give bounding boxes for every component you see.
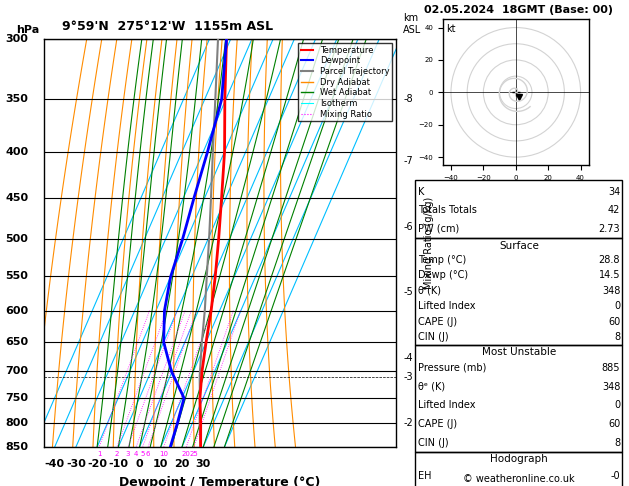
Text: -2: -2: [403, 418, 413, 428]
Text: 8: 8: [614, 438, 620, 448]
Bar: [416, 238, 623, 345]
Text: 450: 450: [5, 193, 28, 203]
Text: 34: 34: [608, 187, 620, 196]
Text: -30: -30: [66, 459, 86, 469]
Text: 0: 0: [614, 400, 620, 410]
Bar: [416, 345, 623, 452]
Bar: [416, 180, 623, 238]
Text: 2.73: 2.73: [599, 224, 620, 234]
Text: Pressure (mb): Pressure (mb): [418, 363, 486, 373]
Text: -4: -4: [403, 353, 413, 364]
Text: 0: 0: [614, 301, 620, 311]
Text: -6: -6: [403, 222, 413, 232]
Text: 10: 10: [159, 451, 168, 457]
Text: 800: 800: [5, 418, 28, 428]
Text: 5: 5: [140, 451, 145, 457]
Text: Lifted Index: Lifted Index: [418, 301, 475, 311]
Text: Totals Totals: Totals Totals: [418, 205, 477, 215]
Text: Mixing Ratio (g/kg): Mixing Ratio (g/kg): [425, 197, 435, 289]
Text: EH: EH: [418, 471, 431, 481]
Text: 9°59'N  275°12'W  1155m ASL: 9°59'N 275°12'W 1155m ASL: [62, 20, 273, 33]
Text: -8: -8: [403, 94, 413, 104]
Text: 650: 650: [5, 337, 28, 347]
Text: © weatheronline.co.uk: © weatheronline.co.uk: [463, 473, 575, 484]
Text: 2: 2: [114, 451, 119, 457]
Text: 400: 400: [5, 147, 28, 156]
Text: -10: -10: [108, 459, 128, 469]
Text: 20: 20: [182, 451, 191, 457]
Text: θᵉ (K): θᵉ (K): [418, 382, 445, 392]
Text: kt: kt: [446, 24, 455, 34]
Text: 500: 500: [5, 234, 28, 244]
Text: 0: 0: [136, 459, 143, 469]
Text: Temp (°C): Temp (°C): [418, 255, 466, 264]
Text: Lifted Index: Lifted Index: [418, 400, 475, 410]
Text: 28.8: 28.8: [599, 255, 620, 264]
Bar: [416, 452, 623, 486]
Text: 885: 885: [602, 363, 620, 373]
Text: -40: -40: [45, 459, 65, 469]
Text: 4: 4: [134, 451, 138, 457]
Text: 600: 600: [5, 306, 28, 315]
Text: Hodograph: Hodograph: [490, 454, 548, 465]
Text: 550: 550: [5, 272, 28, 281]
Text: 700: 700: [5, 366, 28, 376]
Text: 300: 300: [5, 34, 28, 44]
Text: 42: 42: [608, 205, 620, 215]
Text: Surface: Surface: [499, 241, 539, 251]
Text: 1: 1: [97, 451, 101, 457]
Text: CIN (J): CIN (J): [418, 332, 448, 342]
Text: 348: 348: [602, 286, 620, 295]
Text: 850: 850: [5, 442, 28, 452]
Text: 60: 60: [608, 317, 620, 327]
Text: -5: -5: [403, 287, 413, 297]
Text: 750: 750: [5, 393, 28, 403]
Text: Dewpoint / Temperature (°C): Dewpoint / Temperature (°C): [120, 476, 321, 486]
Text: Dewp (°C): Dewp (°C): [418, 270, 468, 280]
Legend: Temperature, Dewpoint, Parcel Trajectory, Dry Adiabat, Wet Adiabat, Isotherm, Mi: Temperature, Dewpoint, Parcel Trajectory…: [298, 43, 392, 121]
Text: km
ASL: km ASL: [403, 13, 421, 35]
Text: CAPE (J): CAPE (J): [418, 419, 457, 429]
Text: 02.05.2024  18GMT (Base: 00): 02.05.2024 18GMT (Base: 00): [425, 5, 613, 15]
Text: 3: 3: [126, 451, 130, 457]
Text: 30: 30: [196, 459, 211, 469]
Text: 10: 10: [153, 459, 169, 469]
Text: 60: 60: [608, 419, 620, 429]
Text: CAPE (J): CAPE (J): [418, 317, 457, 327]
Text: hPa: hPa: [16, 25, 40, 35]
Text: CIN (J): CIN (J): [418, 438, 448, 448]
Text: 14.5: 14.5: [599, 270, 620, 280]
Text: -7: -7: [403, 156, 413, 166]
Text: -0: -0: [611, 471, 620, 481]
Text: 8: 8: [614, 332, 620, 342]
Text: 25: 25: [189, 451, 198, 457]
Text: 348: 348: [602, 382, 620, 392]
Text: -3: -3: [403, 372, 413, 382]
Text: K: K: [418, 187, 424, 196]
Text: θᵉ(K): θᵉ(K): [418, 286, 442, 295]
Text: -20: -20: [87, 459, 107, 469]
Text: Most Unstable: Most Unstable: [482, 347, 556, 358]
Text: 350: 350: [5, 94, 28, 104]
Text: PW (cm): PW (cm): [418, 224, 459, 234]
Text: 20: 20: [174, 459, 189, 469]
Text: 6: 6: [146, 451, 150, 457]
